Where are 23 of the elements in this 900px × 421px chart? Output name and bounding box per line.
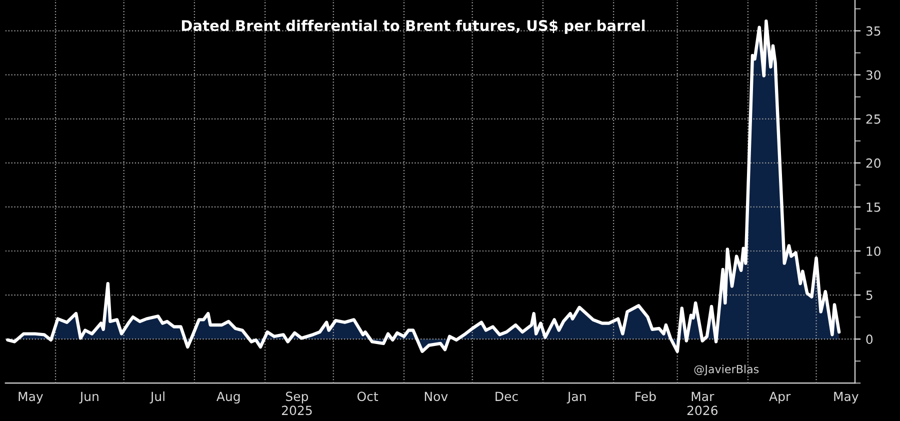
x-tick-label: Dec <box>496 392 518 402</box>
x-tick-label: Sep 2025 <box>282 392 312 416</box>
x-tick-label: Apr <box>769 392 791 404</box>
y-tick-label: 35 <box>866 26 880 36</box>
x-tick-label: Jan <box>566 392 586 404</box>
x-tick-label: Jun <box>79 392 98 404</box>
x-tick-label: May <box>834 392 858 404</box>
x-tick-label: Jul <box>150 391 164 404</box>
y-tick-label: 5 <box>866 290 872 300</box>
annotation: @JavierBlas <box>694 364 759 376</box>
y-tick-label: 25 <box>866 114 880 124</box>
text: Dated Brent differential to Brent futures, US$ per barrel <box>182 20 645 34</box>
x-tick-label: Mar 2026 <box>687 392 718 416</box>
x-tick-label: Nov <box>424 392 448 402</box>
x-tick-label: May <box>18 392 44 404</box>
x-tick-label: Feb <box>636 391 656 402</box>
x-tick-label: Aug <box>216 392 240 404</box>
x-tick-label: Oct <box>357 392 378 402</box>
y-tick-label: 15 <box>866 202 880 212</box>
y-tick-label: 30 <box>866 70 880 80</box>
y-tick-label: 10 <box>866 246 880 256</box>
y-tick-label: 0 <box>866 334 873 344</box>
y-tick-label: 20 <box>866 158 880 168</box>
